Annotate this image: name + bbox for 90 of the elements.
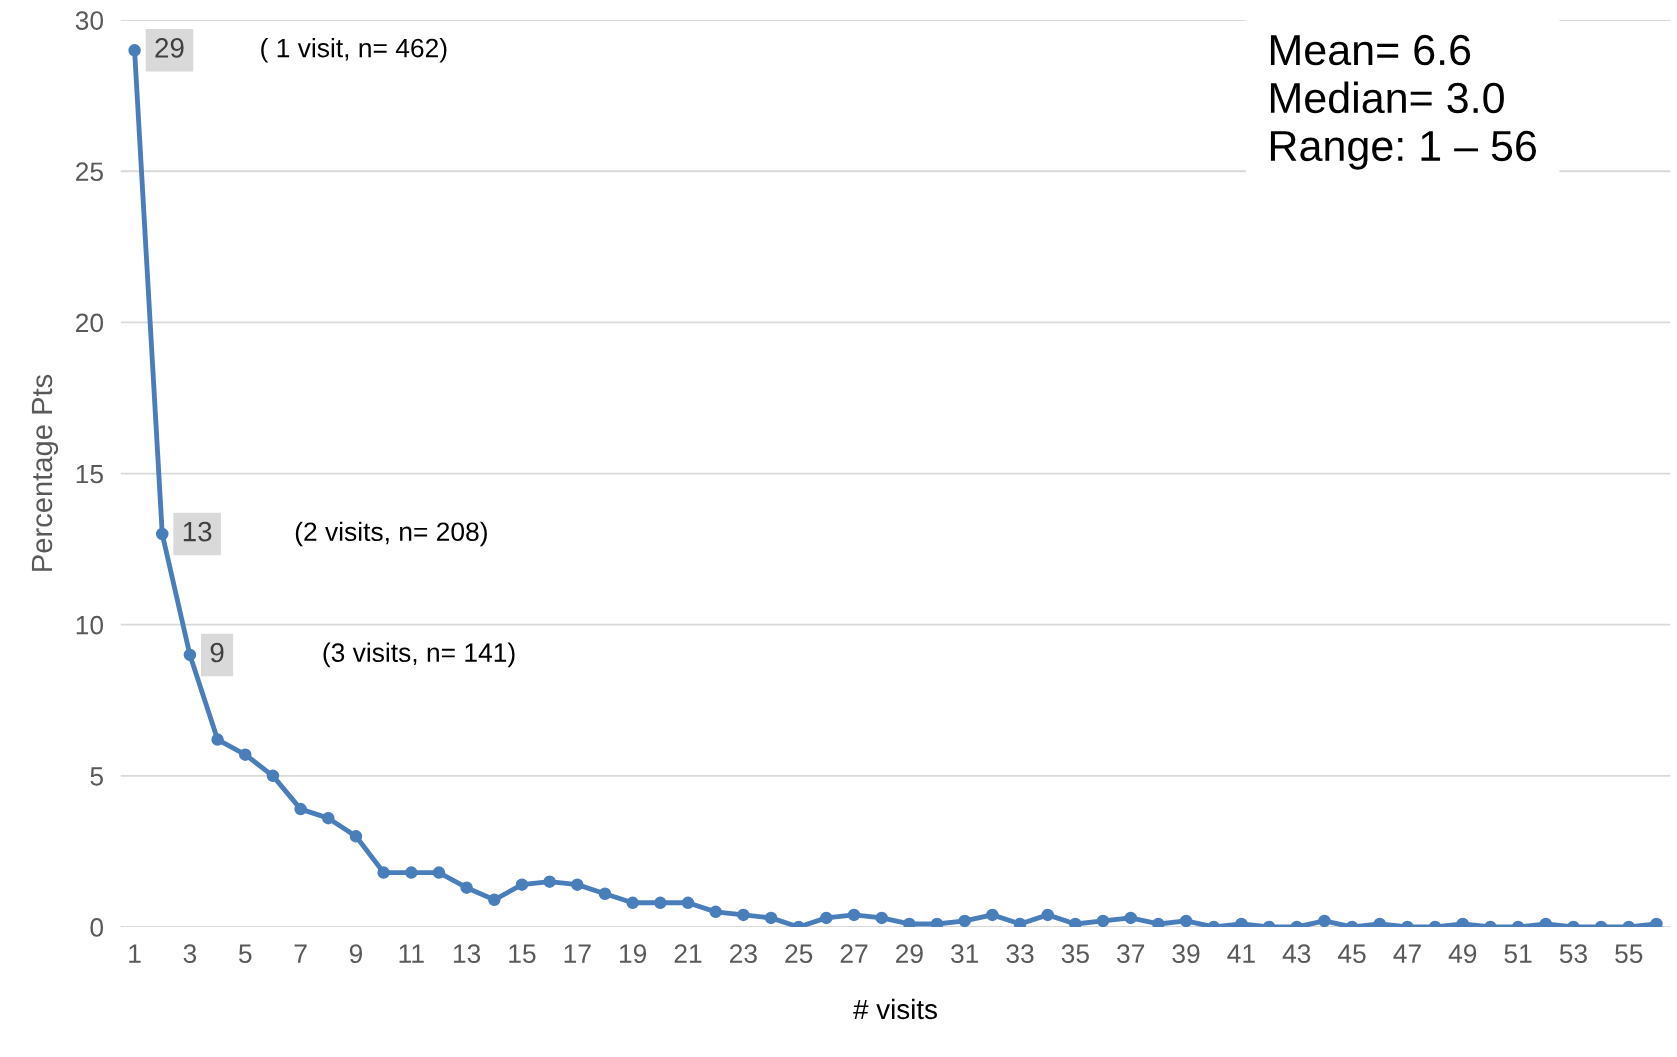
data-label: 13 — [183, 521, 212, 542]
x-tick-label: 51 — [1504, 944, 1532, 964]
point — [239, 748, 252, 761]
point — [128, 44, 141, 57]
point — [986, 908, 999, 922]
annotation: (3 visits, n= 141) — [323, 642, 515, 668]
x-tick-label: 37 — [1117, 944, 1145, 964]
point — [405, 866, 418, 879]
point — [1013, 917, 1027, 927]
point — [1235, 917, 1248, 927]
point — [377, 866, 390, 879]
annotation: ( 1 visit, n= 462) — [261, 38, 447, 63]
point — [1179, 914, 1193, 927]
x-tick-label: 17 — [564, 944, 591, 963]
point — [349, 830, 363, 843]
y-tick-label: 5 — [90, 767, 103, 786]
point — [155, 527, 169, 541]
x-tick-label: 31 — [951, 944, 979, 964]
x-tick-label: 35 — [1061, 944, 1089, 964]
x-tick-label: 7 — [294, 944, 307, 963]
point — [875, 911, 888, 925]
point — [571, 878, 584, 891]
x-tick-label: 41 — [1227, 944, 1255, 963]
x-tick-label: 43 — [1282, 944, 1311, 964]
x-tick-label: 27 — [840, 944, 868, 963]
point — [654, 896, 667, 910]
y-tick-label: 0 — [90, 918, 104, 937]
point — [1124, 911, 1137, 925]
y-axis-title: Percentage Pts — [31, 374, 59, 571]
x-tick-label: 29 — [896, 944, 923, 964]
x-tick-label: 3 — [183, 944, 197, 964]
x-tick-label: 11 — [399, 944, 424, 963]
point — [1096, 914, 1110, 927]
point — [598, 887, 612, 900]
point — [266, 769, 280, 783]
point — [903, 917, 916, 927]
x-tick-label: 45 — [1338, 944, 1366, 964]
point — [709, 905, 722, 919]
point — [737, 908, 750, 922]
x-tick-label: 19 — [619, 944, 647, 964]
point — [1373, 917, 1387, 927]
point — [1069, 917, 1082, 927]
x-tick-label: 47 — [1393, 944, 1421, 963]
point — [847, 908, 861, 922]
point — [764, 911, 778, 925]
y-tick-label: 10 — [76, 615, 104, 635]
x-tick-label: 53 — [1559, 944, 1587, 964]
x-tick-label: 1 — [129, 944, 141, 963]
point — [515, 878, 529, 891]
annotation: (2 visits, n= 208) — [295, 521, 487, 547]
x-axis-title: # visits — [853, 998, 937, 1020]
point — [1539, 917, 1553, 927]
y-tick-label: 25 — [76, 162, 103, 182]
x-tick-label: 39 — [1172, 944, 1200, 964]
point — [820, 911, 833, 925]
point — [460, 881, 473, 894]
x-tick-label: 55 — [1615, 944, 1643, 964]
x-tick-label: 33 — [1006, 944, 1034, 964]
point — [681, 896, 695, 910]
point — [1152, 917, 1165, 927]
point — [1456, 917, 1470, 927]
point — [543, 875, 556, 888]
x-tick-label: 15 — [509, 944, 536, 964]
point — [1318, 914, 1331, 927]
point — [958, 914, 971, 927]
y-tick-label: 30 — [75, 11, 104, 30]
point — [211, 733, 224, 746]
x-tick-label: 25 — [785, 944, 813, 964]
point — [432, 866, 446, 879]
point — [294, 802, 307, 816]
x-tick-label: 49 — [1448, 944, 1477, 964]
point — [930, 917, 944, 927]
annotation: Range: 1 – 56 — [1270, 130, 1537, 170]
y-tick-label: 20 — [76, 313, 104, 333]
point — [1041, 908, 1054, 922]
y-tick-label: 15 — [76, 464, 103, 484]
point — [626, 896, 639, 910]
x-tick-label: 23 — [729, 944, 757, 964]
x-tick-label: 5 — [238, 944, 252, 964]
data-label: 9 — [210, 642, 224, 663]
point — [183, 648, 197, 662]
annotation: Median= 3.0 — [1270, 81, 1504, 114]
x-tick-label: 9 — [349, 944, 363, 964]
annotation: Mean= 6.6 — [1270, 34, 1471, 66]
data-label: 29 — [155, 38, 184, 58]
x-tick-label: 21 — [674, 944, 702, 963]
point — [322, 811, 335, 825]
point — [488, 893, 501, 907]
x-tick-label: 13 — [453, 944, 481, 964]
point — [1650, 917, 1663, 927]
